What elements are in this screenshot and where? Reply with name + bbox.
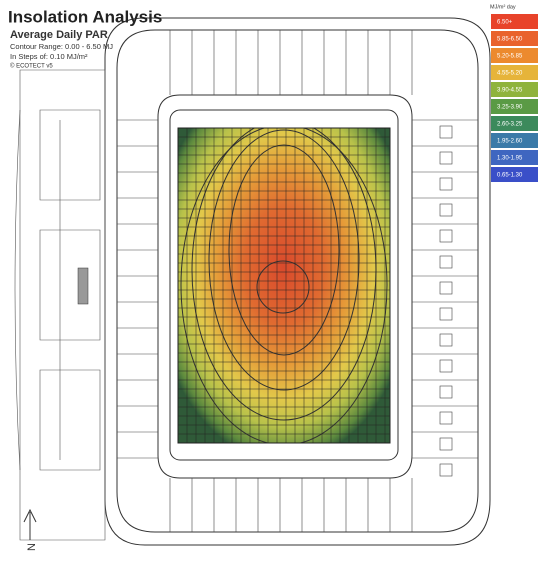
seat-box (439, 307, 453, 321)
legend-label: 4.55-5.20 (497, 71, 523, 77)
legend-swatch (491, 65, 538, 80)
subtitle: Average Daily PAR (10, 29, 108, 41)
seat-box (439, 177, 453, 191)
contours (178, 128, 390, 443)
legend-label: 0.65-1.30 (497, 173, 523, 179)
legend-swatch (491, 82, 538, 97)
legend-label: 6.50+ (497, 20, 513, 26)
seat-box (439, 359, 453, 373)
seat-box (439, 333, 453, 347)
seat-box (439, 281, 453, 295)
seat-box (439, 203, 453, 217)
legend-swatch (491, 133, 538, 148)
legend-swatch (491, 116, 538, 131)
legend-swatch (491, 167, 538, 182)
seat-box (439, 437, 453, 451)
legend-unit: MJ/m² day (490, 4, 516, 10)
legend-label: 1.30-1.95 (497, 156, 523, 162)
legend-label: 2.60-3.25 (497, 122, 523, 128)
seat-box (439, 385, 453, 399)
legend-label: 3.90-4.55 (497, 88, 523, 94)
seat-box (439, 125, 453, 139)
legend: 6.50+ 5.85-6.50 5.20-5.85 4.55-5.20 3.90-4.5… (491, 14, 538, 182)
field-border (177, 127, 391, 444)
legend-swatch (491, 150, 538, 165)
seat-box (439, 229, 453, 243)
legend-label: 5.85-6.50 (497, 37, 523, 43)
seat-box (439, 151, 453, 165)
steps: In Steps of: 0.10 MJ/m² (10, 52, 88, 61)
seating-lines (117, 30, 478, 532)
compass-label: N (26, 543, 38, 551)
title: Insolation Analysis (8, 7, 162, 26)
legend-swatch (491, 14, 538, 29)
legend-label: 1.95-2.60 (497, 139, 523, 145)
seat-box (439, 463, 453, 477)
compass: N (23, 508, 38, 551)
seat-box (439, 255, 453, 269)
legend-swatch (491, 99, 538, 114)
legend-label: 5.20-5.85 (497, 54, 523, 60)
seat-box (439, 411, 453, 425)
version: © ECOTECT v5 (10, 63, 53, 70)
legend-label: 3.25-3.90 (497, 105, 523, 111)
contour-range: Contour Range: 0.00 - 6.50 MJ (10, 42, 113, 51)
legend-swatch (491, 48, 538, 63)
legend-swatch (491, 31, 538, 46)
